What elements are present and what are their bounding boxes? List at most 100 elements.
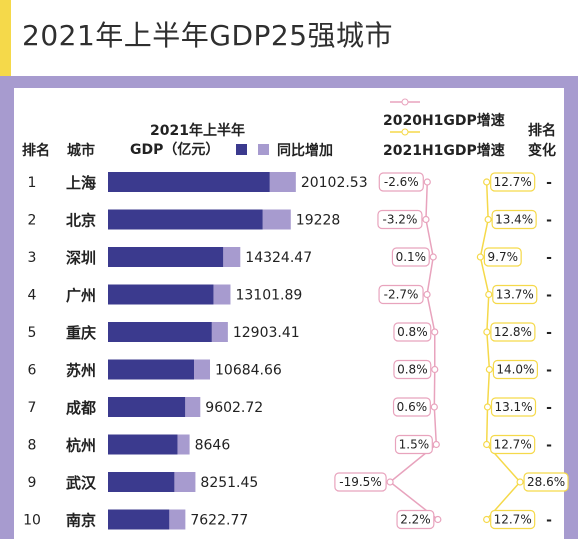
- gdp-value-label: 19228: [296, 213, 341, 229]
- city-name: 重庆: [66, 324, 96, 342]
- growth-bar: [185, 397, 201, 417]
- growth-2021-label: 13.1%: [494, 400, 532, 414]
- rank-change-label: -: [546, 288, 552, 304]
- growth-2021-label-point: [483, 178, 491, 186]
- growth-2021-label: 13.7%: [496, 288, 534, 302]
- growth-2021-label-point: [483, 328, 491, 336]
- header-gdp-line1: 2021年上半年: [150, 123, 245, 139]
- growth-2021-label: 13.4%: [495, 213, 533, 227]
- growth-2020-label: -3.2%: [383, 213, 418, 227]
- city-name: 武汉: [66, 474, 97, 492]
- gdp-value-label: 20102.53: [301, 175, 368, 191]
- rank-number: 10: [23, 513, 41, 529]
- legend-2020-marker: [401, 98, 409, 106]
- header-2021h1: 2021H1GDP增速: [383, 143, 505, 159]
- growth-bar: [211, 322, 228, 342]
- growth-bar: [174, 472, 196, 492]
- growth-2020-label: 0.8%: [397, 363, 428, 377]
- growth-2020-label-point: [431, 328, 439, 336]
- growth-2020-label-point: [423, 178, 431, 186]
- gdp-value-label: 10684.66: [215, 363, 282, 379]
- growth-2020-line: [388, 181, 439, 521]
- city-name: 南京: [66, 512, 96, 530]
- gdp-bar: [108, 472, 175, 492]
- growth-2020-label-point: [429, 253, 437, 261]
- growth-2020-label: 0.8%: [397, 325, 428, 339]
- growth-2020-label: -2.7%: [384, 288, 419, 302]
- growth-2021-label-box: [490, 509, 536, 530]
- gdp-value-label: 9602.72: [205, 400, 263, 416]
- gdp-bar: [108, 434, 178, 455]
- rank-change-label: -: [546, 438, 552, 454]
- growth-2020-label: 1.5%: [399, 438, 430, 452]
- header-gdp-line2: GDP（亿元）: [130, 142, 220, 158]
- header-growth: 同比增加: [277, 143, 333, 159]
- growth-2021-label-point: [483, 440, 491, 449]
- header-city: 城市: [67, 143, 95, 159]
- growth-2021-label-box: [490, 397, 537, 417]
- growth-2020-label-box: [393, 359, 432, 380]
- growth-2021-label-box: [490, 322, 536, 342]
- growth-2021-label-box: [490, 434, 536, 455]
- city-name: 广州: [66, 287, 96, 305]
- growth-2021-line: [479, 181, 522, 520]
- gdp-value-label: 8251.45: [200, 475, 258, 491]
- growth-2021-label: 12.7%: [494, 438, 532, 452]
- title-accent-bar: [0, 0, 11, 76]
- rank-change-label: -: [546, 213, 552, 229]
- gdp-bar: [108, 284, 214, 305]
- rank-change-label: -: [546, 400, 552, 416]
- growth-2021-label-box: [492, 359, 538, 380]
- growth-2020-label-box: [394, 434, 433, 455]
- gdp-value-label: 8646: [195, 438, 231, 454]
- growth-2021-label-point: [483, 515, 491, 524]
- rank-number: 1: [28, 175, 37, 191]
- rank-change-label: -: [546, 513, 552, 529]
- rank-change-label: -: [546, 250, 552, 266]
- city-name: 北京: [66, 212, 96, 230]
- city-name: 苏州: [66, 362, 96, 380]
- growth-2020-label-point: [430, 403, 438, 411]
- rank-number: 3: [28, 250, 37, 266]
- growth-2021-label-point: [485, 365, 493, 374]
- growth-2020-label-point: [386, 478, 394, 486]
- legend-gdp-swatch: [236, 144, 247, 155]
- title-bar: 2021年上半年GDP25强城市: [0, 0, 578, 76]
- growth-bar: [262, 209, 291, 230]
- growth-bar: [213, 284, 231, 305]
- growth-2020-label-box: [391, 247, 430, 267]
- gdp-bar: [108, 509, 170, 530]
- city-name: 杭州: [66, 437, 96, 455]
- growth-2021-label: 28.6%: [527, 475, 565, 489]
- growth-bar: [169, 509, 186, 530]
- growth-2021-label-point: [516, 478, 524, 486]
- growth-bar: [194, 359, 211, 380]
- growth-2021-label-box: [492, 284, 538, 305]
- rank-number: 5: [28, 325, 37, 341]
- gdp-bar: [108, 247, 224, 267]
- header-rank: 排名: [22, 143, 50, 159]
- header-2020h1: 2020H1GDP增速: [383, 113, 505, 129]
- growth-2020-label-box: [378, 172, 424, 192]
- growth-2021-label: 9.7%: [488, 250, 519, 264]
- growth-2021-label-box: [490, 172, 536, 192]
- growth-2021-label: 12.7%: [494, 175, 532, 189]
- gdp-value-label: 12903.41: [233, 325, 300, 341]
- rank-change-label: -: [546, 325, 552, 341]
- growth-2020-label-box: [377, 209, 423, 230]
- gdp-value-label: 14324.47: [245, 250, 312, 266]
- rank-number: 9: [28, 475, 37, 491]
- growth-2020-label-box: [378, 284, 424, 305]
- growth-2021-label-point: [476, 253, 484, 261]
- growth-2020-label: 0.1%: [396, 250, 427, 264]
- growth-2020-label: -19.5%: [339, 475, 381, 489]
- city-name: 上海: [66, 174, 96, 192]
- gdp-bar: [108, 209, 263, 230]
- growth-bar: [269, 172, 296, 192]
- city-name: 深圳: [66, 249, 96, 267]
- growth-2021-label: 12.7%: [494, 513, 532, 527]
- growth-2020-label-point: [423, 290, 431, 299]
- growth-2021-label: 12.8%: [494, 325, 532, 339]
- growth-2020-label-point: [434, 515, 442, 524]
- growth-2021-label-point: [485, 290, 493, 299]
